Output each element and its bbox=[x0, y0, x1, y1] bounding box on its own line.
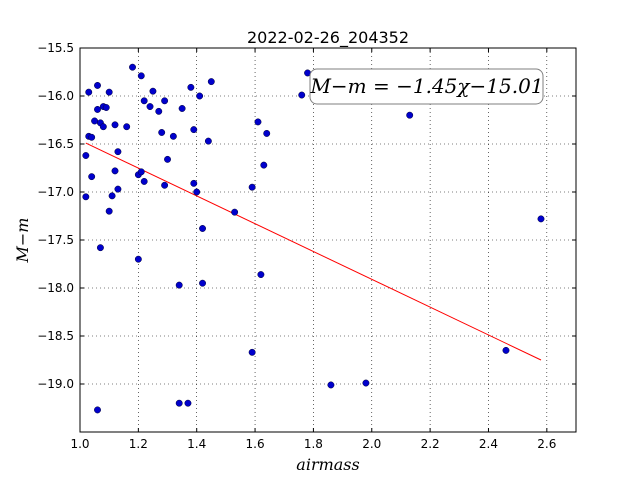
data-point bbox=[140, 97, 148, 105]
data-point bbox=[137, 72, 145, 80]
data-point bbox=[248, 183, 256, 191]
fit-equation-box: M−m = −1.45χ−15.01 bbox=[309, 68, 544, 105]
data-point bbox=[175, 399, 183, 407]
x-tick-label: 2.4 bbox=[479, 437, 498, 451]
y-tick-label: −16.5 bbox=[37, 137, 74, 151]
data-point bbox=[111, 167, 119, 175]
data-point bbox=[88, 173, 96, 181]
data-point bbox=[175, 281, 183, 289]
data-point bbox=[298, 91, 306, 99]
data-point bbox=[108, 192, 116, 200]
data-point bbox=[82, 152, 90, 159]
data-point bbox=[406, 111, 414, 119]
data-point bbox=[260, 161, 268, 169]
data-point bbox=[102, 104, 110, 111]
data-point bbox=[204, 137, 212, 145]
data-point bbox=[263, 129, 271, 137]
data-point bbox=[184, 399, 192, 407]
data-point bbox=[140, 177, 148, 185]
x-tick-label: 1.0 bbox=[70, 437, 89, 451]
data-point bbox=[105, 88, 113, 96]
data-point bbox=[257, 271, 265, 279]
data-point bbox=[169, 132, 177, 140]
y-tick-label: −18.0 bbox=[37, 281, 74, 295]
axis-ticks: 1.0 1.2 1.4 1.6 1.8 2.0 2.2 2.4 2.6 −15.5 −16.0 −16… bbox=[37, 41, 576, 451]
data-point bbox=[161, 181, 169, 189]
data-point bbox=[161, 97, 169, 105]
data-point bbox=[94, 406, 101, 414]
data-point bbox=[88, 133, 96, 141]
data-point bbox=[94, 81, 101, 89]
data-point bbox=[199, 225, 206, 232]
data-point bbox=[146, 103, 154, 111]
chart-title: 2022-02-26_204352 bbox=[247, 28, 409, 48]
data-point bbox=[199, 279, 206, 287]
x-tick-label: 1.6 bbox=[246, 437, 265, 451]
data-point bbox=[85, 88, 93, 96]
y-tick-label: −19.0 bbox=[37, 377, 74, 391]
data-point bbox=[114, 148, 122, 156]
data-point bbox=[196, 92, 204, 100]
data-point bbox=[137, 168, 145, 176]
data-point bbox=[155, 107, 163, 115]
data-point bbox=[149, 87, 157, 95]
data-point bbox=[99, 123, 107, 131]
fit-equation: M−m = −1.45χ−15.01 bbox=[309, 74, 543, 98]
x-tick-label: 1.4 bbox=[187, 437, 206, 451]
data-point bbox=[193, 188, 201, 196]
data-point bbox=[96, 244, 104, 252]
data-point bbox=[207, 78, 215, 86]
data-point bbox=[94, 105, 101, 113]
data-point bbox=[82, 193, 90, 201]
fit-line-group bbox=[85, 142, 542, 361]
grid-lines bbox=[80, 48, 576, 432]
data-point bbox=[231, 208, 239, 216]
data-point bbox=[123, 123, 131, 131]
data-point bbox=[134, 255, 142, 263]
data-point bbox=[158, 129, 166, 136]
y-tick-label: −17.0 bbox=[37, 185, 74, 199]
data-point bbox=[114, 185, 122, 193]
data-point bbox=[178, 105, 186, 112]
data-point bbox=[187, 83, 195, 91]
data-point bbox=[248, 348, 256, 356]
y-tick-label: −16.0 bbox=[37, 89, 74, 103]
data-point bbox=[111, 121, 119, 129]
y-axis-label: M−m bbox=[13, 218, 32, 264]
y-tick-label: −18.5 bbox=[37, 329, 74, 343]
x-tick-label: 2.2 bbox=[421, 437, 440, 451]
x-tick-label: 2.0 bbox=[362, 437, 381, 451]
data-points bbox=[82, 63, 545, 414]
data-point bbox=[362, 379, 370, 387]
annotation-frame bbox=[309, 68, 544, 105]
data-point bbox=[502, 346, 510, 354]
x-tick-label: 1.2 bbox=[129, 437, 148, 451]
data-point bbox=[254, 118, 262, 126]
y-tick-label: −15.5 bbox=[37, 41, 74, 55]
data-point bbox=[91, 117, 99, 125]
x-tick-label: 1.8 bbox=[304, 437, 323, 451]
data-point bbox=[164, 155, 171, 163]
x-tick-label: 2.6 bbox=[537, 437, 556, 451]
y-tick-label: −17.5 bbox=[37, 233, 74, 247]
data-point bbox=[190, 126, 198, 134]
fit-line bbox=[85, 142, 542, 361]
x-axis-label: airmass bbox=[296, 455, 359, 474]
data-point bbox=[129, 63, 136, 71]
data-point bbox=[327, 381, 335, 389]
data-point bbox=[190, 179, 198, 187]
data-point bbox=[537, 215, 545, 223]
data-point bbox=[105, 207, 113, 215]
